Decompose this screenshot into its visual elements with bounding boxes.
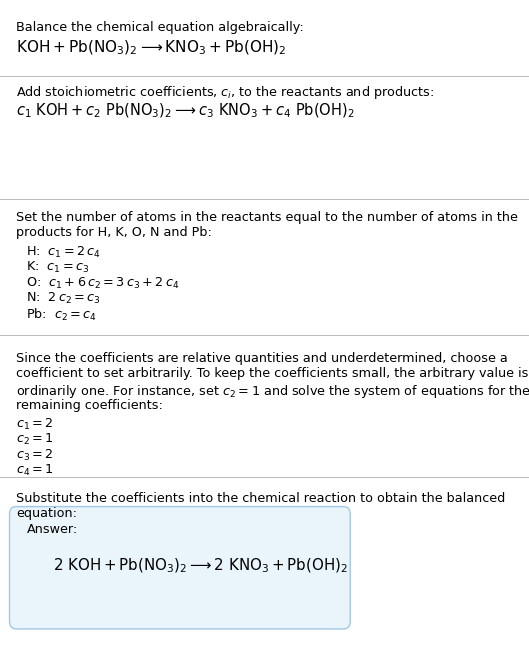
Text: remaining coefficients:: remaining coefficients: <box>16 399 163 411</box>
Text: O:  $c_1 + 6\,c_2 = 3\,c_3 + 2\,c_4$: O: $c_1 + 6\,c_2 = 3\,c_3 + 2\,c_4$ <box>26 276 180 291</box>
Text: $\mathrm{2\ KOH + Pb(NO_3)_2 \longrightarrow 2\ KNO_3 + Pb(OH)_2}$: $\mathrm{2\ KOH + Pb(NO_3)_2 \longrighta… <box>53 556 348 575</box>
Text: Set the number of atoms in the reactants equal to the number of atoms in the: Set the number of atoms in the reactants… <box>16 211 518 224</box>
Text: ordinarily one. For instance, set $c_2 = 1$ and solve the system of equations fo: ordinarily one. For instance, set $c_2 =… <box>16 383 529 400</box>
Text: $c_2 = 1$: $c_2 = 1$ <box>16 432 53 447</box>
Text: $c_3 = 2$: $c_3 = 2$ <box>16 448 53 463</box>
Text: H:  $c_1 = 2\,c_4$: H: $c_1 = 2\,c_4$ <box>26 245 102 259</box>
Text: N:  $2\,c_2 = c_3$: N: $2\,c_2 = c_3$ <box>26 291 101 306</box>
Text: coefficient to set arbitrarily. To keep the coefficients small, the arbitrary va: coefficient to set arbitrarily. To keep … <box>16 367 528 380</box>
FancyBboxPatch shape <box>10 507 350 629</box>
Text: K:  $c_1 = c_3$: K: $c_1 = c_3$ <box>26 260 90 275</box>
Text: Balance the chemical equation algebraically:: Balance the chemical equation algebraica… <box>16 21 304 34</box>
Text: $c_1 = 2$: $c_1 = 2$ <box>16 417 53 432</box>
Text: Pb:  $c_2 = c_4$: Pb: $c_2 = c_4$ <box>26 307 97 323</box>
Text: equation:: equation: <box>16 507 77 520</box>
Text: products for H, K, O, N and Pb:: products for H, K, O, N and Pb: <box>16 226 212 239</box>
Text: Since the coefficients are relative quantities and underdetermined, choose a: Since the coefficients are relative quan… <box>16 352 508 365</box>
Text: Substitute the coefficients into the chemical reaction to obtain the balanced: Substitute the coefficients into the che… <box>16 492 505 505</box>
Text: Answer:: Answer: <box>26 523 78 536</box>
Text: $c_1\ \mathrm{KOH} + c_2\ \mathrm{Pb(NO_3)_2} \longrightarrow c_3\ \mathrm{KNO_3: $c_1\ \mathrm{KOH} + c_2\ \mathrm{Pb(NO_… <box>16 102 354 120</box>
Text: $\mathrm{KOH + Pb(NO_3)_2 \longrightarrow KNO_3 + Pb(OH)_2}$: $\mathrm{KOH + Pb(NO_3)_2 \longrightarro… <box>16 39 287 57</box>
Text: $c_4 = 1$: $c_4 = 1$ <box>16 463 53 478</box>
Text: Add stoichiometric coefficients, $c_i$, to the reactants and products:: Add stoichiometric coefficients, $c_i$, … <box>16 84 434 101</box>
